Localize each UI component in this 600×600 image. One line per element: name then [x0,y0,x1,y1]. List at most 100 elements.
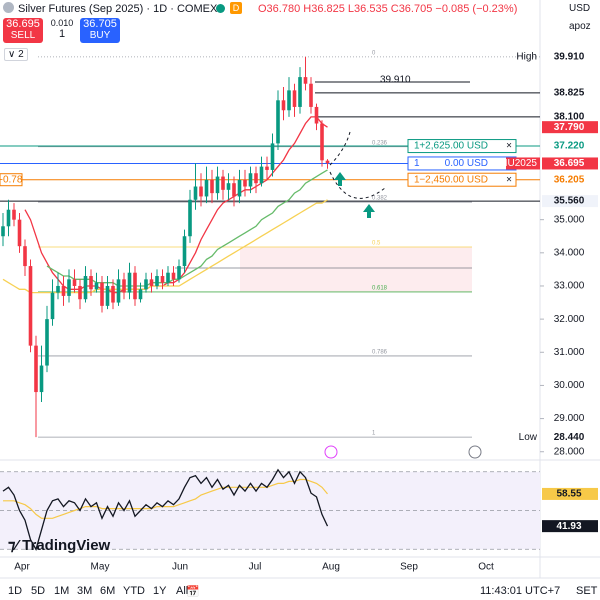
candle-body [155,276,159,286]
price-tag-note: SIU2025 [498,158,537,169]
qty: 1 [58,28,66,40]
position-line[interactable]: 1 −2,450.00 USD × [407,172,517,187]
candle-body [17,219,22,247]
position-box [407,172,517,187]
fib-label: 1 [372,431,376,437]
price-tag-label: 36.205 [554,174,585,185]
candle-body [94,282,99,290]
price-tag [542,50,598,63]
candle-body [56,285,60,293]
price-tick-label: 28.000 [554,446,585,457]
market-open-dot [216,4,225,13]
sell-button[interactable]: 36.695 SELL [3,18,43,43]
price-tick-label: 34.000 [554,247,585,258]
date-range-icon[interactable]: 📅 [186,586,200,598]
range-button[interactable]: 1Y [153,585,167,597]
rsi-tag [542,487,598,500]
candle-body [232,183,236,197]
position-pnl: 0.00 USD [445,158,488,169]
position-pnl: +2,625.00 USD [419,141,488,152]
projection-path [329,131,386,199]
candle-body [122,279,126,293]
fib-label: 0.786 [372,350,388,356]
scale-menu[interactable]: apoz [569,21,591,32]
candle-body [89,276,93,290]
offset-label-bg [0,173,23,187]
position-line[interactable]: 1 +2,625.00 USD × [407,139,517,154]
range-button[interactable]: 1M [54,585,70,597]
price-tag [542,140,598,153]
position-qty: 1 [414,158,420,169]
candle-body [23,246,27,267]
range-button[interactable]: All [176,585,189,597]
price-axis-bg [540,0,600,600]
candle-body [221,176,225,190]
price-tick-label: 35.000 [554,214,585,225]
candle-body [292,90,297,107]
offset-label: -0.78 [0,174,23,185]
range-button[interactable]: YTD [123,585,145,597]
qty-box[interactable]: 0.010 1 [50,18,74,40]
time-label: Oct [478,562,494,573]
delayed-badge: D [230,2,242,14]
price-tag [542,195,598,208]
rsi-line [2,468,329,551]
price-tick-label: 33.000 [554,281,585,292]
fib-zone [240,247,472,292]
step: 0.010 [50,18,74,28]
session[interactable]: SET [576,585,598,597]
range-button[interactable]: 3M [77,585,93,597]
buy-label: BUY [89,30,111,41]
candle-body [226,183,231,190]
buy-price: 36.705 [83,18,117,30]
candle-body [193,186,198,200]
time-label: Jun [172,562,188,573]
price-tag-label: 38.100 [554,112,585,123]
candle-body [34,345,38,393]
fib-label: 0.5 [372,241,381,247]
candle-body [78,285,82,300]
position-close: × [506,141,512,152]
buy-button[interactable]: 36.705 BUY [80,18,120,43]
candle-body [138,289,143,300]
price-tag-label: 28.440 [554,432,585,443]
candle-body [199,186,203,197]
price-tag-label: 37.790 [554,122,585,133]
price-tag [542,431,598,444]
candle-body [182,236,187,267]
candle-body [188,199,192,237]
layers-toggle[interactable]: ∨ 2 [4,48,28,61]
range-button[interactable]: 5D [31,585,46,597]
candle-body [160,276,165,283]
time-label: Sep [400,562,418,573]
range-button[interactable]: 1D [8,585,23,597]
annotation-label: 39.910 [380,75,411,86]
position-qty: 1 [414,174,420,185]
candle-body [265,166,269,170]
fib-label: 0 [372,50,376,56]
candle-body [72,279,77,286]
note-bg [506,157,540,170]
position-pnl: −2,450.00 USD [419,174,488,185]
price-tag [542,121,598,134]
close: C36.705 [390,3,433,15]
candle-body [248,173,253,187]
candle-body [259,166,264,184]
candle-body [6,209,11,227]
currency[interactable]: USD [569,3,591,14]
candle-body [276,100,280,144]
logo-text: TradingView [22,537,111,554]
candle-body [270,143,275,170]
candle-body [39,365,44,393]
range-button[interactable]: 6M [100,585,116,597]
rsi-tag [542,520,598,533]
candle-body [28,266,33,346]
rsi-tag-label: 58.55 [556,489,581,500]
candle-body [111,285,115,303]
price-tag-label: 36.695 [554,158,585,169]
symbol-title[interactable]: Silver Futures (Sep 2025) · 1D · COMEX [18,3,218,15]
candle-body [303,77,308,84]
price-tag [542,157,598,170]
